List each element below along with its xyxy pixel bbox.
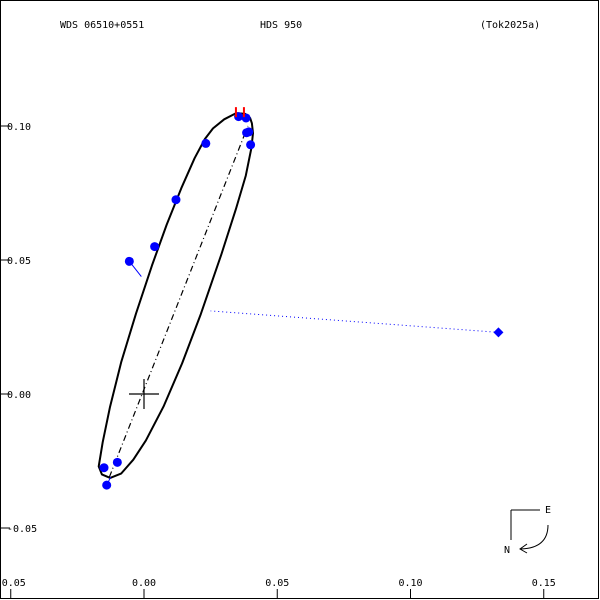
compass-arrow-arc	[520, 524, 549, 550]
measurement-point	[244, 127, 254, 137]
measurement-point	[171, 195, 181, 205]
measurement-point	[201, 138, 211, 148]
x-tick-label: 0.10	[398, 578, 422, 589]
measurement-point	[246, 140, 256, 150]
x-tick-label: -0.05	[0, 578, 26, 589]
compass-arrowhead	[519, 543, 528, 554]
primary-star-cross	[129, 379, 159, 409]
measurement-point	[99, 463, 109, 473]
y-tick-label: -0.05	[7, 524, 37, 535]
x-tick-label: 0.15	[532, 578, 556, 589]
compass-north-label: N	[504, 545, 510, 556]
x-tick-label: 0.00	[132, 578, 156, 589]
axes-ticks: -0.05 0.00 0.05 0.10 0.15 0.10 0.05 0.00 -0.05	[0, 122, 556, 599]
header-wds-id: WDS 06510+0551	[60, 20, 144, 31]
x-tick-label: 0.05	[265, 578, 289, 589]
nodes-line	[108, 125, 249, 478]
measurement-point	[112, 457, 122, 467]
measurement-points	[99, 112, 504, 490]
measurement-point	[493, 327, 504, 338]
measurement-point	[150, 242, 160, 252]
y-tick-label: 0.05	[7, 256, 31, 267]
measurement-point	[241, 113, 251, 123]
line-of-nodes	[108, 125, 249, 478]
measurement-point	[102, 480, 112, 490]
header-discoverer: HDS 950	[260, 20, 302, 31]
header-reference: (Tok2025a)	[480, 20, 540, 31]
residual-line	[210, 310, 499, 333]
compass-east-label: E	[545, 505, 551, 516]
compass-rose: E N	[504, 505, 551, 556]
red-marks	[234, 107, 245, 118]
y-tick-label: 0.00	[7, 390, 31, 401]
y-tick-label: 0.10	[7, 122, 31, 133]
measurement-point	[124, 256, 134, 266]
